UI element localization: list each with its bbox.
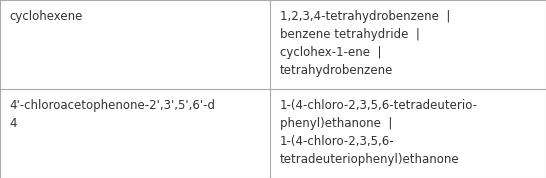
Text: cyclohexene: cyclohexene — [10, 10, 83, 23]
Text: 1,2,3,4-tetrahydrobenzene  |
benzene tetrahydride  |
cyclohex-1-ene  |
tetrahydr: 1,2,3,4-tetrahydrobenzene | benzene tetr… — [280, 10, 450, 77]
Text: 4'-chloroacetophenone-2',3',5',6'-d
4: 4'-chloroacetophenone-2',3',5',6'-d 4 — [10, 99, 216, 130]
Text: 1-(4-chloro-2,3,5,6-tetradeuterio-
phenyl)ethanone  |
1-(4-chloro-2,3,5,6-
tetra: 1-(4-chloro-2,3,5,6-tetradeuterio- pheny… — [280, 99, 478, 166]
